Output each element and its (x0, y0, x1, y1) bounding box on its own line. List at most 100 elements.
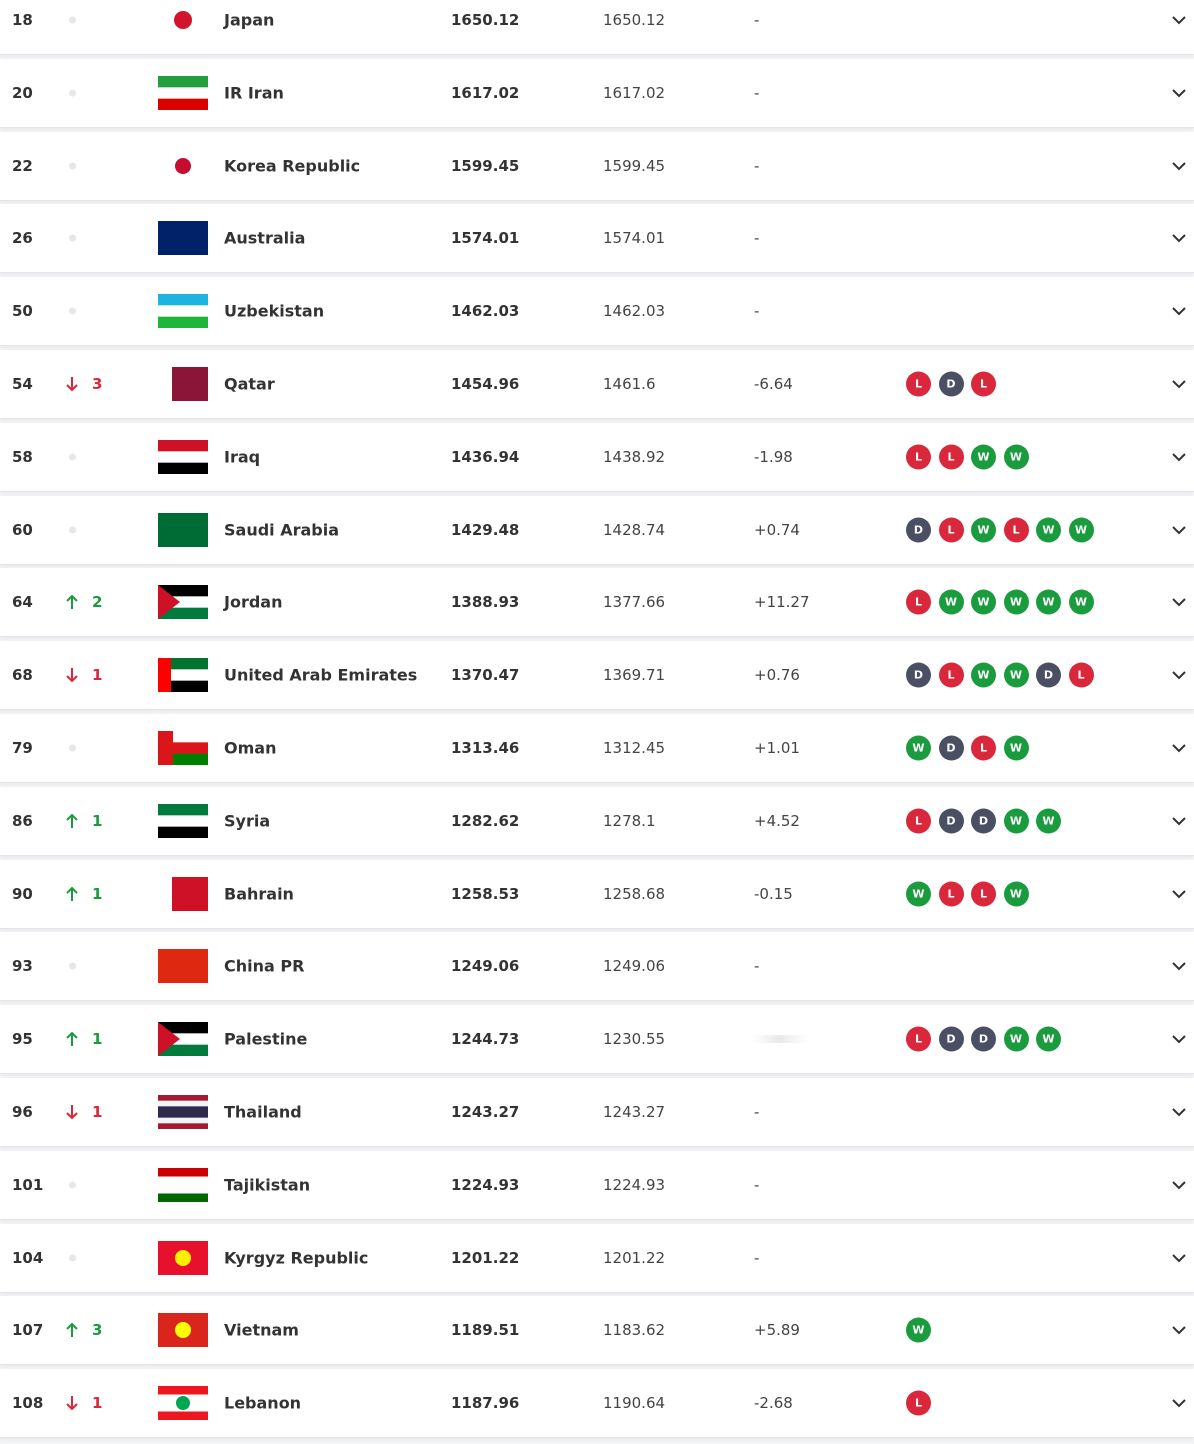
movement-arrow (66, 377, 78, 392)
expand-chevron[interactable] (1170, 14, 1188, 26)
expand-chevron[interactable] (1170, 888, 1188, 900)
blurred-difference (752, 1035, 807, 1044)
team-name: Vietnam (224, 1320, 299, 1340)
form-badge: W (1036, 1026, 1061, 1052)
form-badge: D (938, 1026, 964, 1052)
previous-points: 1201.22 (603, 1248, 666, 1267)
form-badge: L (938, 517, 964, 543)
no-movement-dot (69, 453, 76, 461)
team-flag (158, 731, 208, 765)
table-row[interactable]: 68 1 United Arab Emirates 1370.47 1369.71 +0.… (0, 641, 1194, 711)
table-row[interactable]: 96 1 Thailand 1243.27 1243.27 - (0, 1078, 1194, 1147)
form-badge: D (938, 371, 964, 397)
expand-chevron[interactable] (1170, 378, 1188, 390)
expand-chevron[interactable] (1170, 1397, 1188, 1409)
table-row[interactable]: 50 Uzbekistan 1462.03 1462.03 - (0, 277, 1194, 347)
expand-chevron[interactable] (1170, 815, 1188, 827)
table-row[interactable]: 108 1 Lebanon 1187.96 1190.64 -2.68 L (0, 1369, 1194, 1439)
previous-points: 1428.74 (603, 520, 666, 539)
table-row[interactable]: 107 3 Vietnam 1189.51 1183.62 +5.89 W (0, 1296, 1194, 1366)
movement-value: 3 (92, 375, 103, 393)
expand-chevron[interactable] (1170, 596, 1188, 608)
points-difference: -6.64 (754, 375, 793, 393)
points: 1617.02 (451, 83, 520, 102)
movement-arrow (66, 1322, 78, 1338)
points-difference: - (754, 957, 760, 976)
previous-points: 1249.06 (603, 957, 666, 976)
table-row[interactable]: 86 1 Syria 1282.62 1278.1 +4.52 L D D W W (0, 786, 1194, 856)
form-badge: W (1003, 1026, 1029, 1052)
points-difference: - (754, 156, 760, 175)
expand-chevron[interactable] (1170, 160, 1188, 172)
table-row[interactable]: 104 Kyrgyz Republic 1201.22 1201.22 - (0, 1223, 1194, 1293)
expand-chevron[interactable] (1170, 451, 1188, 463)
expand-chevron[interactable] (1170, 1106, 1188, 1118)
no-movement-dot (69, 744, 76, 752)
rank: 96 (12, 1103, 33, 1121)
expand-chevron[interactable] (1170, 1324, 1188, 1336)
expand-chevron[interactable] (1170, 232, 1188, 244)
team-name: Qatar (224, 374, 275, 394)
expand-chevron[interactable] (1170, 742, 1188, 754)
points: 1244.73 (451, 1030, 520, 1049)
team-flag (158, 585, 208, 620)
team-name: Uzbekistan (224, 301, 325, 321)
table-row[interactable]: 79 Oman 1313.46 1312.45 +1.01 W D L W (0, 714, 1194, 783)
form-badge: W (1003, 662, 1029, 688)
team-flag (158, 949, 208, 984)
form-badge: D (906, 517, 931, 543)
form-badge: L (906, 808, 931, 834)
rank: 64 (12, 593, 33, 612)
form-badge: L (971, 735, 996, 761)
previous-points: 1243.27 (603, 1103, 666, 1121)
expand-chevron[interactable] (1170, 305, 1188, 317)
form-badge: W (1003, 881, 1029, 907)
previous-points: 1258.68 (603, 884, 666, 903)
rank: 26 (12, 229, 33, 248)
rank: 58 (12, 447, 33, 466)
expand-chevron[interactable] (1170, 1252, 1188, 1264)
points: 1462.03 (451, 302, 520, 321)
movement-arrow (66, 1396, 78, 1411)
points: 1258.53 (451, 884, 520, 903)
points-difference: +1.01 (754, 739, 800, 757)
form-badge: L (1068, 662, 1094, 688)
expand-chevron[interactable] (1170, 669, 1188, 681)
team-flag (158, 3, 208, 37)
rank: 50 (12, 302, 33, 321)
previous-points: 1599.45 (603, 156, 666, 175)
no-movement-dot (69, 962, 76, 970)
form-badge: W (971, 589, 996, 615)
table-row[interactable]: 101 Tajikistan 1224.93 1224.93 - (0, 1150, 1194, 1220)
form-badge: D (1036, 662, 1061, 688)
table-row[interactable]: 93 China PR 1249.06 1249.06 - (0, 932, 1194, 1002)
table-row[interactable]: 54 3 Qatar 1454.96 1461.6 -6.64 L D L (0, 350, 1194, 419)
points: 1201.22 (451, 1248, 520, 1267)
table-row[interactable]: 60 Saudi Arabia 1429.48 1428.74 +0.74 D L W L W W (0, 495, 1194, 565)
previous-points: 1462.03 (603, 302, 666, 321)
team-flag (158, 367, 208, 401)
movement-value: 1 (92, 1103, 103, 1121)
expand-chevron[interactable] (1170, 87, 1188, 99)
table-row[interactable]: 18 Japan 1650.12 1650.12 - (0, 0, 1194, 55)
movement-arrow (66, 668, 78, 683)
table-row[interactable]: 90 1 Bahrain 1258.53 1258.68 -0.15 W L L W (0, 859, 1194, 929)
no-movement-dot (69, 307, 76, 315)
points-difference: - (754, 11, 760, 29)
form-badge: L (906, 1026, 931, 1052)
points-difference: -0.15 (754, 884, 793, 903)
points-difference: -1.98 (754, 447, 793, 466)
table-row[interactable]: 26 Australia 1574.01 1574.01 - (0, 204, 1194, 274)
table-row[interactable]: 22 Korea Republic 1599.45 1599.45 - (0, 131, 1194, 201)
table-row[interactable]: 20 IR Iran 1617.02 1617.02 - (0, 58, 1194, 128)
expand-chevron[interactable] (1170, 1033, 1188, 1045)
table-row[interactable]: 95 1 Palestine 1244.73 1230.55 L D D W W (0, 1005, 1194, 1075)
expand-chevron[interactable] (1170, 524, 1188, 536)
team-name: Saudi Arabia (224, 520, 340, 540)
expand-chevron[interactable] (1170, 1179, 1188, 1191)
table-row[interactable]: 58 Iraq 1436.94 1438.92 -1.98 L L W W (0, 422, 1194, 492)
movement-value: 1 (92, 666, 103, 685)
rank: 22 (12, 156, 33, 175)
table-row[interactable]: 64 2 Jordan 1388.93 1377.66 +11.27 L W W W W W (0, 568, 1194, 638)
expand-chevron[interactable] (1170, 960, 1188, 972)
